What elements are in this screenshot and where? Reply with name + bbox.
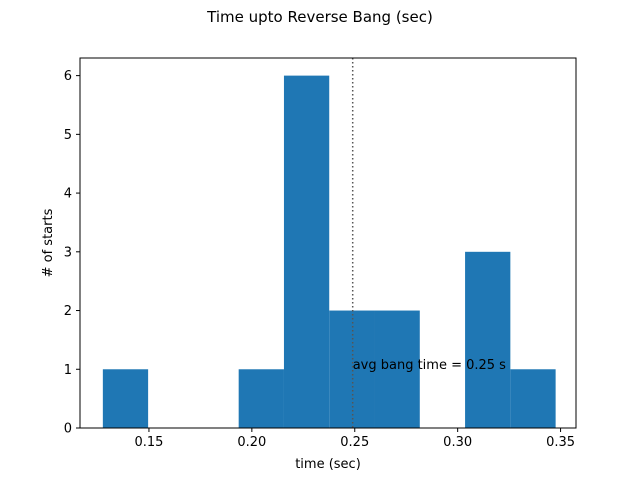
plot-frame — [79, 57, 577, 429]
y-tick-label: 1 — [64, 363, 72, 378]
bars-group — [102, 75, 556, 428]
y-axis-label: # of starts — [41, 208, 56, 277]
x-tick-label: 0.25 — [340, 435, 369, 450]
x-axis-label: time (sec) — [295, 457, 361, 472]
x-tick-label: 0.30 — [443, 435, 472, 450]
histogram-bar — [465, 251, 511, 428]
y-tick-label: 4 — [64, 187, 72, 202]
histogram-bar — [238, 369, 284, 428]
chart-title: Time upto Reverse Bang (sec) — [206, 8, 433, 26]
y-tick-label: 5 — [64, 128, 72, 143]
y-axis-ticks: 0 1 2 3 4 5 6 — [64, 69, 80, 437]
y-tick-label: 0 — [64, 422, 72, 437]
x-axis-ticks: 0.15 0.20 0.25 0.30 0.35 — [134, 428, 575, 450]
x-tick-label: 0.35 — [546, 435, 575, 450]
y-tick-label: 2 — [64, 304, 72, 319]
y-tick-label: 3 — [64, 245, 72, 260]
x-tick-label: 0.15 — [134, 435, 163, 450]
y-tick-label: 6 — [64, 69, 72, 84]
histogram-bar — [374, 310, 420, 428]
histogram-bar — [283, 75, 330, 428]
histogram-bar — [329, 310, 375, 428]
avg-annotation: avg bang time = 0.25 s — [353, 358, 506, 373]
histogram-bar — [510, 369, 556, 428]
x-tick-label: 0.20 — [237, 435, 266, 450]
histogram-bar — [102, 369, 149, 428]
